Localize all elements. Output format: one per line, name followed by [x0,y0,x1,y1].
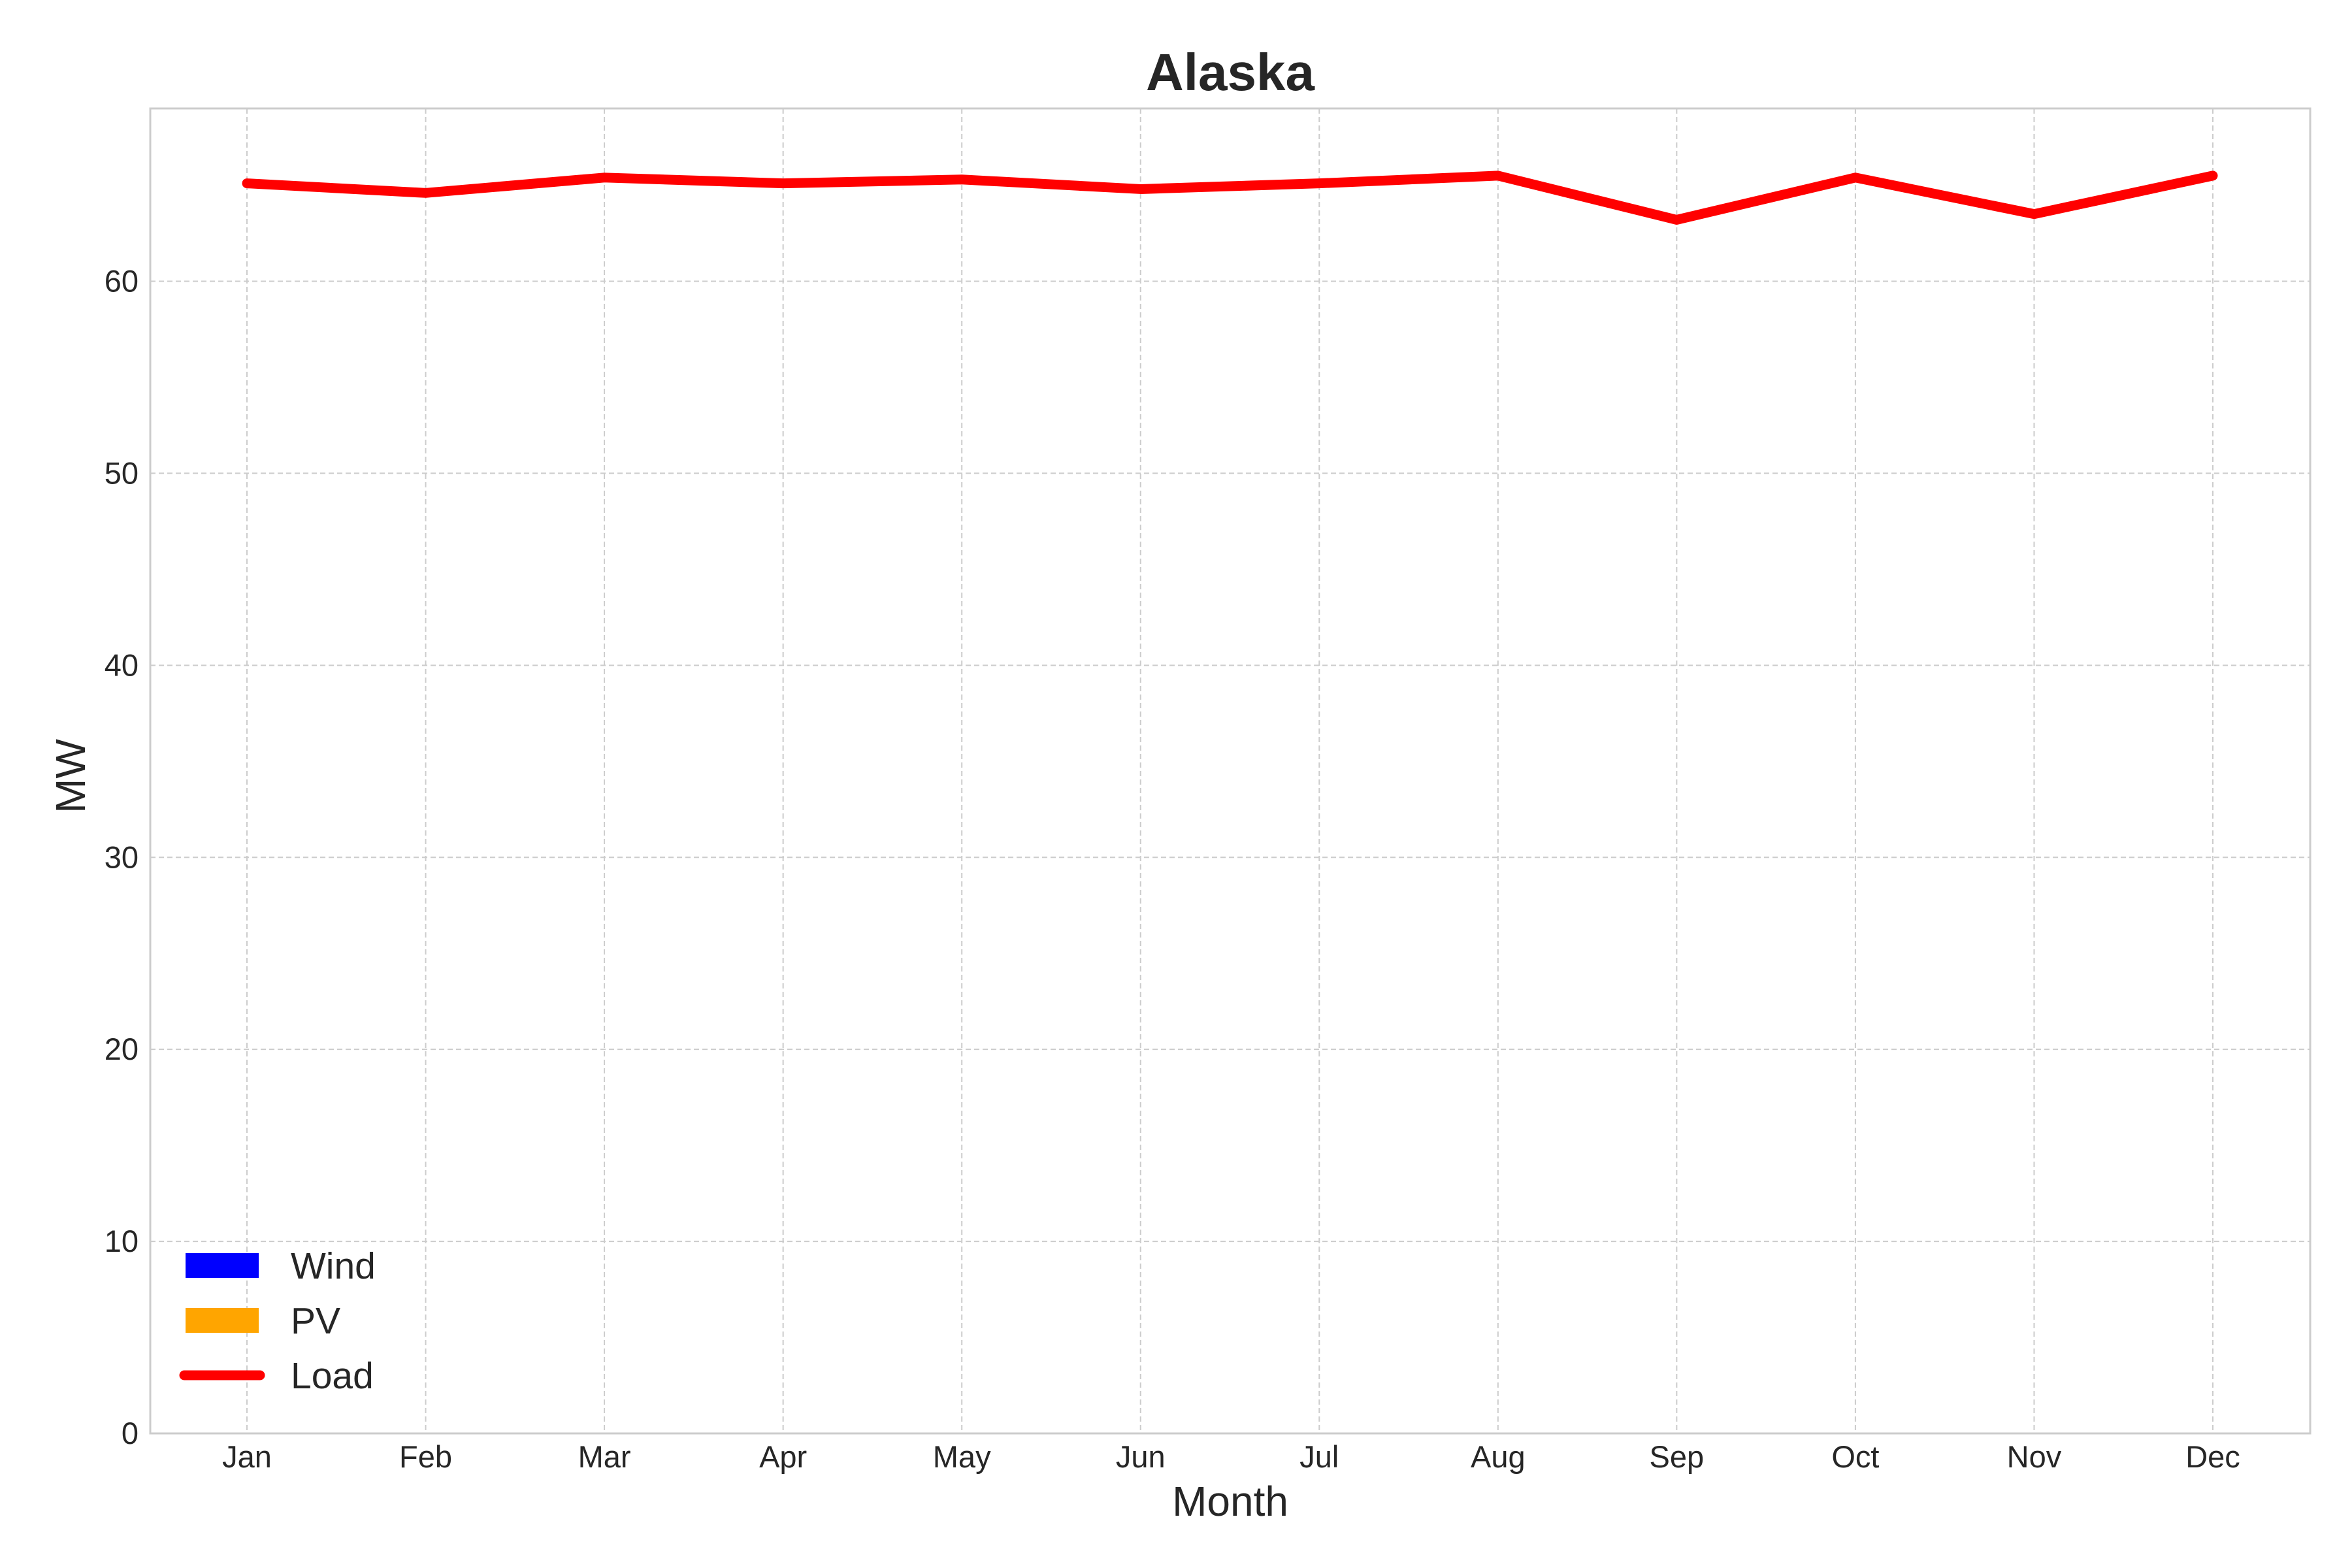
x-tick-label: Feb [399,1439,452,1474]
series-line-load [242,171,2218,225]
x-tick-label: May [933,1439,991,1474]
y-tick-label: 30 [105,840,139,874]
legend-swatch-pv [186,1308,259,1333]
y-tick-label: 20 [105,1032,139,1066]
y-axis-ticks: 0 10 20 30 40 50 60 [105,264,139,1450]
x-axis-ticks: Jan Feb Mar Apr May Jun Jul Aug Sep Oct Nov Dec [222,1439,2240,1474]
legend-label-load: Load [291,1355,374,1397]
y-tick-label: 40 [105,647,139,682]
x-tick-label: Jul [1299,1439,1339,1474]
x-tick-label: Sep [1650,1439,1705,1474]
x-tick-label: Mar [578,1439,631,1474]
x-tick-label: Jun [1116,1439,1166,1474]
x-tick-label: Oct [1831,1439,1879,1474]
x-tick-label: Aug [1471,1439,1526,1474]
grid [150,108,2310,1433]
x-tick-label: Nov [2007,1439,2062,1474]
y-tick-label: 60 [105,264,139,299]
chart-title: Alaska [1146,43,1315,101]
legend-label-wind: Wind [291,1245,376,1287]
y-tick-label: 50 [105,455,139,490]
x-tick-label: Apr [759,1439,807,1474]
plot-frame [149,107,2311,1435]
y-axis-label: MW [47,739,94,813]
x-axis-label: Month [1172,1478,1288,1525]
line-series [242,171,2218,225]
legend: Wind PV Load [179,1245,376,1397]
legend-swatch-wind [186,1253,259,1278]
x-tick-label: Dec [2185,1439,2240,1474]
y-tick-label: 10 [105,1224,139,1258]
x-tick-label: Jan [222,1439,272,1474]
y-tick-label: 0 [122,1416,139,1450]
legend-label-pv: PV [291,1300,340,1342]
